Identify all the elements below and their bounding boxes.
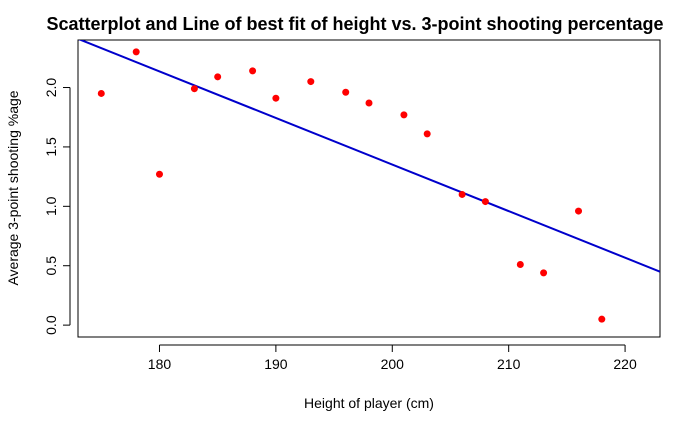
scatter-point: [272, 94, 280, 102]
scatter-point: [132, 48, 140, 56]
x-tick-label: 210: [497, 356, 521, 372]
scatter-point: [540, 269, 548, 277]
x-axis: 180 190 200 210 220: [148, 344, 637, 372]
chart-title: Scatterplot and Line of best fit of heig…: [46, 14, 663, 34]
scatter-points-layer: [97, 48, 606, 323]
best-fit-line-layer: [78, 40, 660, 273]
plot-region: [78, 40, 660, 323]
x-tick-label: 180: [148, 356, 172, 372]
scatter-point: [365, 99, 373, 107]
y-tick-label: 2.0: [43, 78, 59, 98]
scatter-point: [249, 67, 257, 75]
x-tick-label: 190: [264, 356, 288, 372]
x-tick-label: 200: [381, 356, 405, 372]
x-axis-label: Height of player (cm): [304, 395, 434, 411]
y-tick-label: 0.5: [43, 256, 59, 276]
scatter-point: [97, 89, 105, 97]
scatter-point: [400, 111, 408, 119]
scatter-point: [575, 207, 583, 215]
y-tick-label: 1.0: [43, 196, 59, 216]
y-axis-label: Average 3-point shooting %age: [5, 90, 21, 285]
scatter-point: [481, 198, 489, 206]
best-fit-line: [78, 40, 660, 273]
scatter-point: [342, 88, 350, 96]
y-tick-label: 1.5: [43, 137, 59, 157]
scatter-point: [423, 130, 431, 138]
scatter-point: [458, 190, 466, 198]
scatter-point: [516, 261, 524, 269]
plot-area-border: [77, 39, 661, 338]
y-axis: 0.0 0.5 1.0 1.5 2.0: [43, 78, 71, 335]
scatter-point: [214, 73, 222, 81]
x-tick-label: 220: [613, 356, 637, 372]
y-tick-label: 0.0: [43, 315, 59, 335]
scatter-point: [190, 85, 198, 93]
scatter-point: [307, 78, 315, 86]
scatter-point: [598, 315, 606, 323]
scatter-point: [155, 170, 163, 178]
